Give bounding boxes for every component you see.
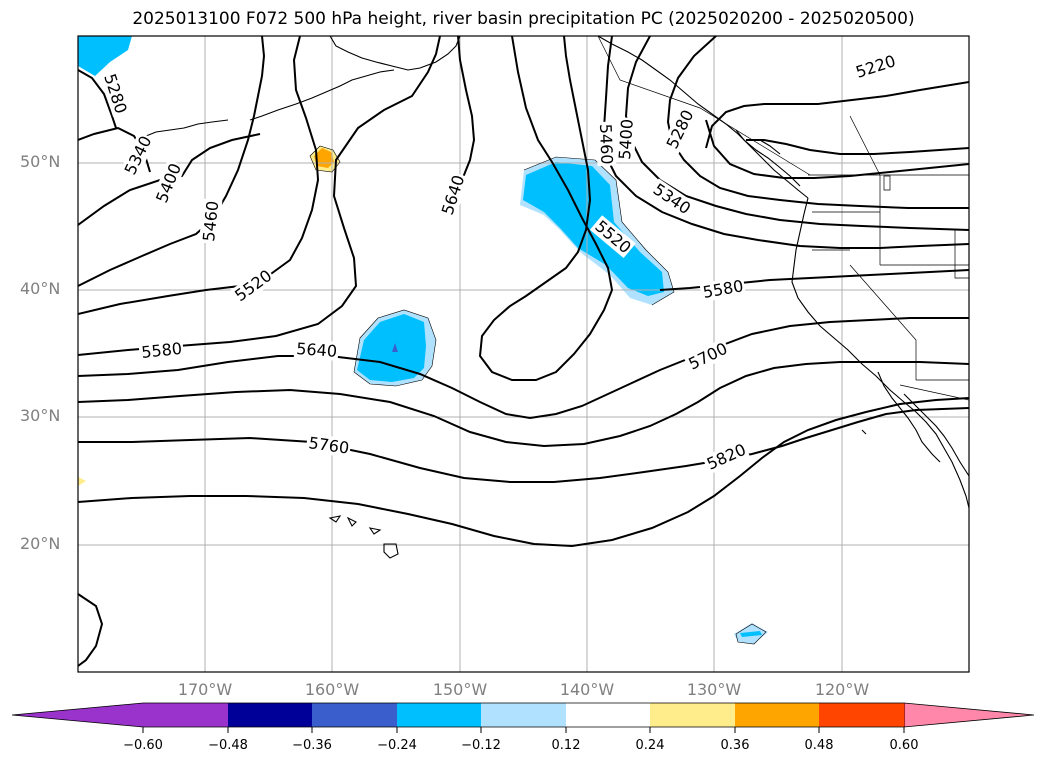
plot-frame [77,35,970,673]
outline-subtropical-blob [353,309,437,387]
contour-label: 5400 [615,118,637,160]
lon-label-160w: 160°W [304,680,360,699]
colorbar-bin [143,703,228,727]
colorbar-tick-label: 0.12 [551,738,581,753]
colorbar-tick-label: −0.60 [123,738,163,753]
coast-bc-islands [735,129,801,187]
outline-gulf-spot [309,145,341,173]
contour-5340-east [746,139,969,155]
colorbar-bin [735,703,819,727]
lon-label-130w: 130°W [686,680,742,699]
colorbar-ticks [142,727,905,733]
lat-label-50n: 50°N [20,152,61,171]
contour-5400-west [78,133,261,226]
colorbar-bin [228,703,312,727]
colorbar-tick-label: −0.12 [461,738,501,753]
colorbar-bin [819,703,904,727]
shade-subtropical-center [392,343,398,352]
contour-5280-east [666,36,969,209]
contour-label: 5640 [296,339,338,361]
contour-5580-west [78,36,441,356]
coast-baja [877,371,969,477]
contour-5640-central [78,317,969,420]
colorbar-tick-label: −0.48 [208,738,248,753]
coast-west-us [791,197,969,509]
lon-label-150w: 150°W [432,680,488,699]
contour-5280-west [78,69,117,129]
shade-tropical-spot-core [740,631,762,637]
colorbar-tick-label: 0.60 [889,738,919,753]
contour-label: 5580 [140,339,182,362]
contour-5220-east [705,81,969,149]
coast-hawaii [328,515,399,559]
coastlines [145,36,969,559]
colorbar-bin [312,703,397,727]
contour-lower-left-closed [78,593,104,667]
lon-label-120w: 120°W [814,680,870,699]
contour-5520-west [78,36,320,315]
graticule [78,36,969,672]
outline-tropical-spot [735,623,767,645]
coast-guadalupe [861,429,867,435]
colorbar-bin [650,703,735,727]
contour-5400-east [624,36,969,231]
contour-5460-west [78,36,266,287]
coast-alaska-aleutians [145,36,461,137]
colorbar-tick-label: −0.36 [292,738,332,753]
lat-label-20n: 20°N [20,534,61,553]
colorbar-extend-high [904,703,1034,727]
outline-ne-pacific-band [523,156,675,306]
colorbar-tick-label: 0.48 [804,738,834,753]
colorbar [11,702,1035,733]
lat-label-40n: 40°N [20,279,61,298]
plot-area [78,36,969,672]
colorbar-bin [397,703,481,727]
map-title: 2025013100 F072 500 hPa height, river ba… [132,9,915,29]
border-states [812,115,969,401]
colorbar-extend-low [12,703,143,727]
contour-inner-5580-ring [705,119,969,179]
contour-label: 5460 [596,123,616,164]
shade-subtropical-blob-core [357,314,426,382]
colorbar-tick-label: 0.24 [635,738,665,753]
contour-label: 5460 [199,200,222,242]
lon-label-170w: 170°W [177,680,233,699]
colorbar-tick-label: −0.24 [377,738,417,753]
colorbar-bin [481,703,566,727]
colorbar-tick-label: 0.36 [720,738,750,753]
contour-5700 [78,361,969,448]
lat-label-30n: 30°N [20,406,61,425]
shade-west-edge-spot [78,477,86,486]
shade-nw-corner [78,36,132,76]
contour-5820 [78,397,969,548]
lon-label-140w: 140°W [559,680,615,699]
contour-5460-east [602,36,969,249]
colorbar-bin [566,703,650,727]
shading-outlines [309,145,767,645]
contour-5760 [78,407,969,483]
coast-alaska-panhandle [597,36,809,199]
